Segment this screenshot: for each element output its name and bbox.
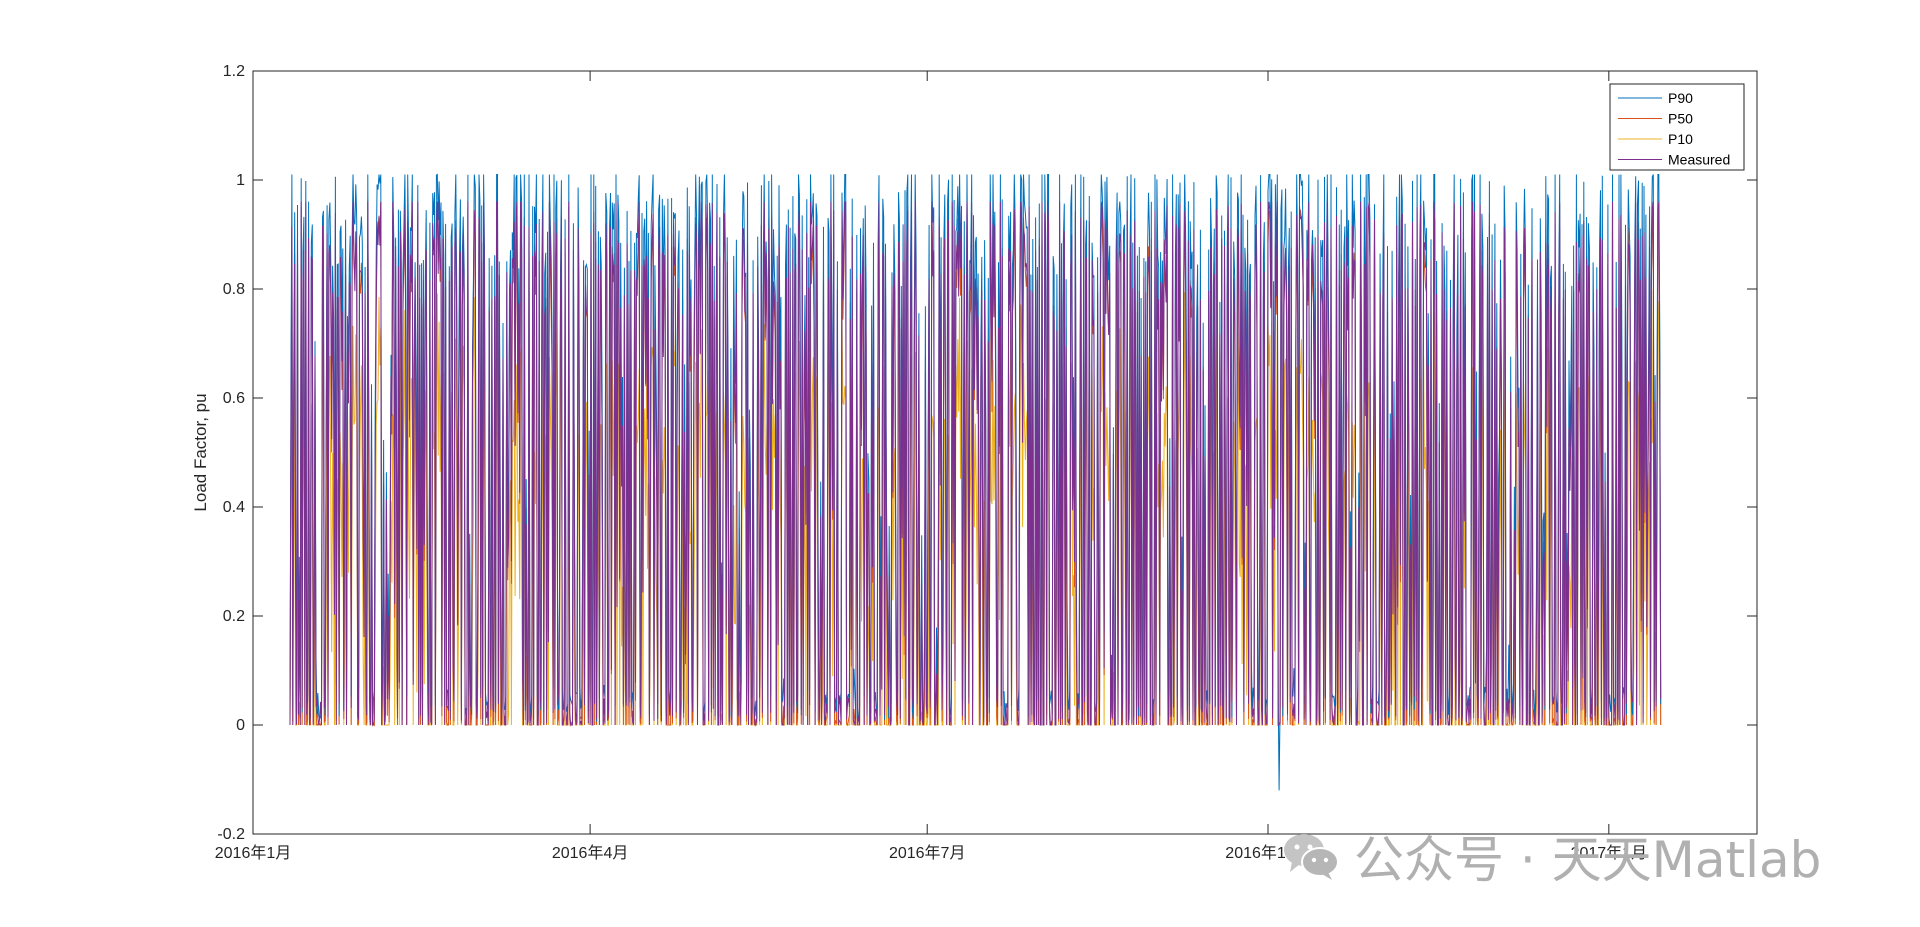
series-layer — [289, 173, 1662, 791]
x-tick-label: 2017年1月 — [1571, 844, 1648, 862]
y-tick-labels: -0.2 0 0.2 0.4 0.6 0.8 1 1.2 — [217, 63, 245, 843]
legend-entries: P90 P50 P10 Measured — [1618, 90, 1730, 168]
legend-label-p10: P10 — [1668, 131, 1693, 147]
legend-label-p90: P90 — [1668, 90, 1693, 106]
legend-label-measured: Measured — [1668, 152, 1730, 168]
y-axis-label: Load Factor, pu — [191, 393, 210, 511]
y-tick-label: 0 — [236, 717, 245, 734]
y-tick-label: -0.2 — [217, 826, 245, 843]
wechat-icon — [1282, 830, 1340, 882]
x-tick-label: 2016年4月 — [552, 844, 629, 862]
y-tick-label: 0.8 — [223, 281, 245, 298]
y-tick-label: 1.2 — [223, 63, 245, 80]
y-tick-label: 0.6 — [223, 390, 245, 407]
y-tick-label: 0.4 — [223, 499, 245, 516]
plot-area-border — [252, 70, 1758, 835]
legend: P90 P50 P10 Measured — [1609, 83, 1745, 171]
legend-label-p50: P50 — [1668, 111, 1693, 127]
y-tick-label: 0.2 — [223, 608, 245, 625]
x-tick-label: 2016年1月 — [215, 844, 292, 862]
series-line-measured — [289, 201, 1662, 727]
axes-frame — [252, 70, 1758, 835]
watermark-text: 公众号 · 天天Matlab — [1354, 831, 1822, 889]
y-tick-label: 1 — [236, 172, 245, 189]
watermark: 公众号 · 天天Matlab — [1282, 826, 1821, 889]
x-tick-label: 2016年7月 — [889, 844, 966, 862]
